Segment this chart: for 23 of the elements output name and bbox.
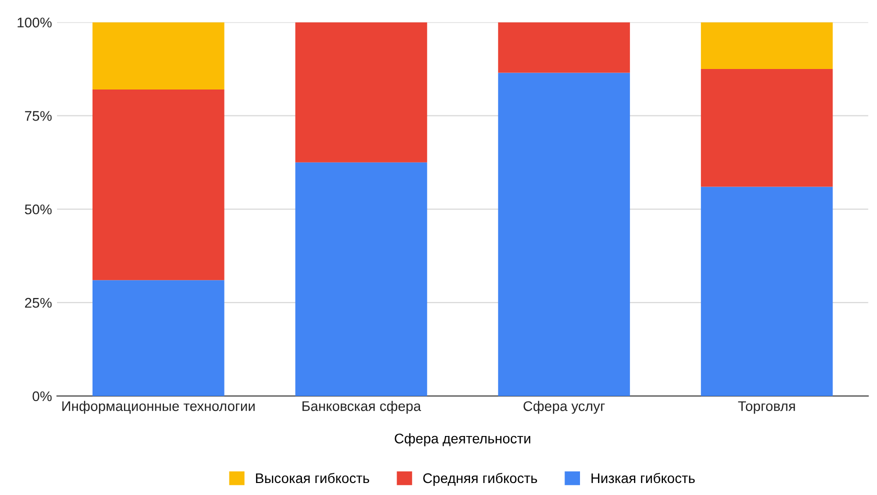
x-axis-title: Сфера деятельности [394,433,530,446]
bar [700,186,833,396]
bar [92,90,224,280]
legend-label: Высокая гибкость [256,472,370,484]
x-tick-label: Сфера услуг [524,400,605,414]
bar [700,22,833,69]
x-tick-label: Информационные технологии [62,400,255,414]
x-tick-label: Банковская сфера [302,400,422,414]
bar [498,22,630,73]
x-tick-label: Торговля [738,401,795,414]
bar [92,22,224,90]
bar [498,72,630,396]
y-tick-label: 50% [24,204,52,214]
bar [295,22,428,162]
y-tick-label: 100% [18,18,52,28]
bar [92,280,224,396]
legend-label: Средняя гибкость [423,472,538,486]
bar [295,162,428,396]
y-tick-label: 0% [32,391,52,402]
y-tick-label: 25% [25,298,52,308]
legend-label: Низкая гибкость [592,472,695,484]
y-tick-label: 75% [25,111,52,121]
bar [700,68,833,187]
